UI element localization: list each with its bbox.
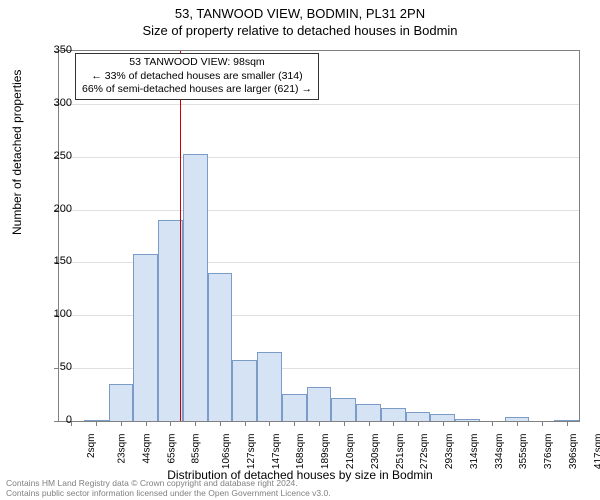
histogram-bar: [133, 254, 158, 421]
histogram-bar: [232, 360, 257, 421]
histogram-bar: [257, 352, 282, 421]
x-tick-mark: [344, 421, 345, 426]
y-tick-label: 100: [32, 308, 72, 320]
x-tick-mark: [492, 421, 493, 426]
histogram-bar: [430, 414, 455, 421]
x-tick-label: 272sqm: [419, 434, 430, 470]
x-tick-mark: [418, 421, 419, 426]
histogram-bar: [406, 412, 431, 422]
x-tick-label: 168sqm: [296, 434, 307, 470]
histogram-bar: [183, 154, 208, 421]
y-tick-label: 350: [32, 44, 72, 56]
property-marker-line: [180, 51, 181, 421]
x-tick-label: 396sqm: [568, 434, 579, 470]
footer-copyright: Contains HM Land Registry data © Crown c…: [6, 479, 331, 498]
x-tick-label: 44sqm: [141, 434, 152, 464]
x-tick-label: 230sqm: [370, 434, 381, 470]
x-tick-label: 314sqm: [469, 434, 480, 470]
x-tick-mark: [294, 421, 295, 426]
x-tick-label: 293sqm: [444, 434, 455, 470]
gridline: [59, 157, 579, 158]
histogram-bar: [282, 394, 307, 421]
histogram-bar: [109, 384, 134, 421]
x-tick-mark: [245, 421, 246, 426]
plot-area: [58, 50, 580, 422]
x-tick-label: 417sqm: [593, 434, 600, 470]
x-tick-label: 355sqm: [518, 434, 529, 470]
gridline: [59, 210, 579, 211]
y-tick-label: 250: [32, 150, 72, 162]
y-axis-title: Number of detached properties: [10, 70, 24, 235]
x-tick-mark: [170, 421, 171, 426]
x-tick-mark: [121, 421, 122, 426]
x-tick-label: 210sqm: [345, 434, 356, 470]
x-tick-label: 2sqm: [86, 434, 97, 458]
x-tick-mark: [567, 421, 568, 426]
annotation-line: 53 TANWOOD VIEW: 98sqm: [82, 56, 312, 70]
y-tick-label: 0: [32, 414, 72, 426]
x-tick-mark: [96, 421, 97, 426]
x-tick-mark: [542, 421, 543, 426]
x-tick-mark: [369, 421, 370, 426]
address-title: 53, TANWOOD VIEW, BODMIN, PL31 2PN: [0, 0, 600, 21]
histogram-bar: [356, 404, 381, 421]
x-tick-mark: [195, 421, 196, 426]
y-tick-label: 300: [32, 97, 72, 109]
x-tick-mark: [319, 421, 320, 426]
x-tick-mark: [393, 421, 394, 426]
histogram-bar: [208, 273, 233, 421]
histogram-bar: [381, 408, 406, 421]
annotation-line: 66% of semi-detached houses are larger (…: [82, 83, 312, 97]
x-tick-label: 251sqm: [395, 434, 406, 470]
x-tick-label: 23sqm: [117, 434, 128, 464]
footer-line2: Contains public sector information licen…: [6, 489, 331, 498]
y-tick-label: 150: [32, 255, 72, 267]
x-tick-label: 334sqm: [494, 434, 505, 470]
x-tick-label: 189sqm: [320, 434, 331, 470]
y-tick-label: 50: [32, 361, 72, 373]
y-tick-label: 200: [32, 203, 72, 215]
chart-container: 53, TANWOOD VIEW, BODMIN, PL31 2PN Size …: [0, 0, 600, 500]
x-tick-label: 376sqm: [543, 434, 554, 470]
x-tick-mark: [443, 421, 444, 426]
chart-subtitle: Size of property relative to detached ho…: [0, 21, 600, 38]
x-tick-mark: [220, 421, 221, 426]
annotation-box: 53 TANWOOD VIEW: 98sqm← 33% of detached …: [75, 53, 319, 100]
histogram-bar: [307, 387, 332, 421]
x-tick-mark: [269, 421, 270, 426]
x-tick-mark: [468, 421, 469, 426]
annotation-line: ← 33% of detached houses are smaller (31…: [82, 70, 312, 84]
x-tick-label: 65sqm: [166, 434, 177, 464]
x-tick-label: 127sqm: [246, 434, 257, 470]
x-tick-mark: [146, 421, 147, 426]
x-tick-label: 85sqm: [191, 434, 202, 464]
x-tick-label: 147sqm: [271, 434, 282, 470]
x-tick-mark: [517, 421, 518, 426]
histogram-bar: [331, 398, 356, 421]
x-tick-label: 106sqm: [221, 434, 232, 470]
gridline: [59, 104, 579, 105]
